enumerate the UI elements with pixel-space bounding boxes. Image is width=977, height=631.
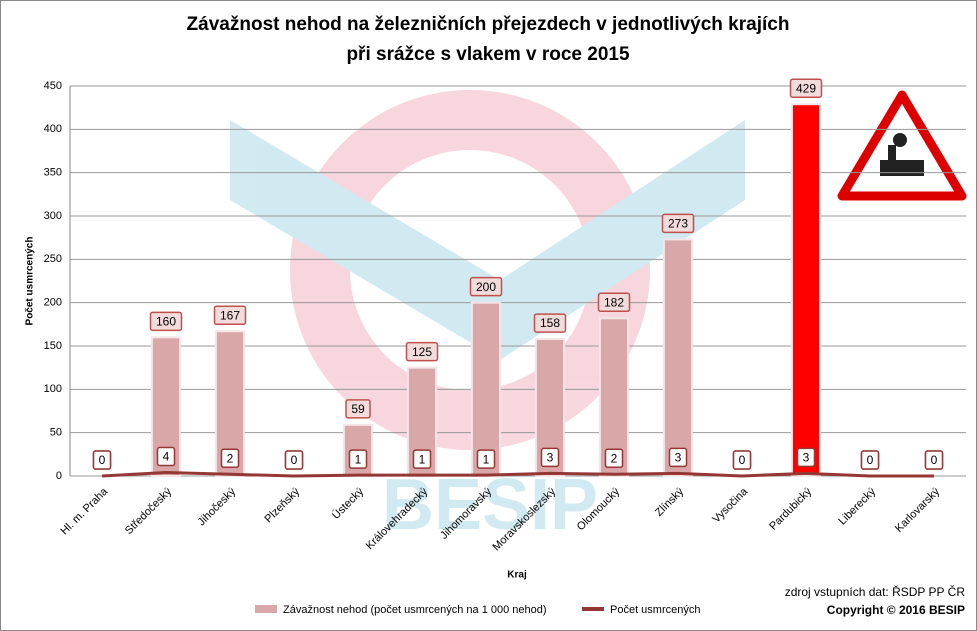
y-tick-label: 300 xyxy=(44,210,62,222)
data-label: 125 xyxy=(412,345,432,359)
line-label: 1 xyxy=(412,449,432,469)
data-label: 0 xyxy=(867,453,874,467)
bar-label: 200 xyxy=(469,276,503,297)
y-tick-label: 100 xyxy=(44,383,62,395)
y-tick-label: 450 xyxy=(44,80,62,92)
y-tick-label: 400 xyxy=(44,123,62,135)
bar xyxy=(662,238,694,477)
legend-label: Závažnost nehod (počet usmrcených na 1 0… xyxy=(283,604,547,616)
bar-label: 160 xyxy=(149,311,183,332)
data-label: 4 xyxy=(163,450,170,464)
line-label: 0 xyxy=(924,450,944,470)
copyright: Copyright © 2016 BESIP xyxy=(827,603,965,617)
line-label: 0 xyxy=(284,450,304,470)
data-label: 0 xyxy=(739,453,746,467)
bar-label: 273 xyxy=(661,213,695,234)
label-box xyxy=(540,447,560,468)
label-box xyxy=(156,446,176,467)
data-label: 182 xyxy=(604,295,624,309)
label-box xyxy=(860,450,880,470)
line-label: 3 xyxy=(796,447,816,468)
label-box xyxy=(597,292,631,313)
label-box xyxy=(661,213,695,234)
line-label: 4 xyxy=(156,446,176,467)
line-label: 2 xyxy=(220,448,240,469)
x-axis-label: Kraj xyxy=(507,570,527,581)
line xyxy=(101,471,934,478)
bar xyxy=(790,103,822,477)
data-label: 59 xyxy=(351,402,365,416)
y-tick-label: 50 xyxy=(50,427,62,439)
chart-title: při srážce s vlakem v roce 2015 xyxy=(346,44,630,65)
data-label: 167 xyxy=(220,308,240,322)
sign-locomotive xyxy=(880,160,924,176)
logo-ring xyxy=(290,90,650,450)
label-box xyxy=(405,341,439,362)
y-tick-label: 200 xyxy=(44,297,62,309)
label-box xyxy=(604,448,624,469)
line-label: 1 xyxy=(476,449,496,469)
data-label: 1 xyxy=(355,452,362,466)
bar-label: 158 xyxy=(533,313,567,333)
label-box xyxy=(796,447,816,468)
legend-swatch xyxy=(255,605,277,613)
data-label: 160 xyxy=(156,315,176,329)
line-label: 0 xyxy=(92,450,112,470)
label-box xyxy=(149,311,183,332)
label-box xyxy=(668,447,688,468)
label-box xyxy=(412,449,432,469)
y-tick-label: 250 xyxy=(44,253,62,265)
label-box xyxy=(789,78,823,98)
label-box xyxy=(348,449,368,469)
sign-smoke xyxy=(893,133,907,147)
data-label: 3 xyxy=(547,451,554,465)
label-box xyxy=(213,305,247,326)
line-label: 0 xyxy=(860,450,880,470)
label-box xyxy=(924,450,944,470)
label-box xyxy=(476,449,496,469)
label-box xyxy=(92,450,112,470)
warning-sign xyxy=(837,90,967,201)
data-label: 200 xyxy=(476,280,496,294)
watermark-text: BESIP xyxy=(382,465,598,545)
data-label: 0 xyxy=(99,453,106,467)
label-box xyxy=(732,450,752,470)
data-label: 3 xyxy=(675,451,682,465)
bar-label: 125 xyxy=(405,341,439,362)
source-note: zdroj vstupních dat: ŘSDP PP ČR xyxy=(785,584,966,599)
data-label: 2 xyxy=(227,451,234,465)
label-box xyxy=(284,450,304,470)
bar-label: 182 xyxy=(597,292,631,313)
label-box xyxy=(220,448,240,469)
data-label: 2 xyxy=(611,451,618,465)
legend-label: Počet usmrcených xyxy=(610,604,700,616)
line-label: 1 xyxy=(348,449,368,469)
data-label: 429 xyxy=(796,81,816,95)
bar-label: 59 xyxy=(345,399,371,419)
label-box xyxy=(469,276,503,297)
y-tick-label: 350 xyxy=(44,167,62,179)
data-label: 273 xyxy=(668,217,688,231)
data-label: 0 xyxy=(291,453,298,467)
label-box xyxy=(533,313,567,333)
y-axis-label: Počet usmrcených xyxy=(25,237,36,326)
line-label: 2 xyxy=(604,448,624,469)
bar-label: 167 xyxy=(213,305,247,326)
bar-label: 429 xyxy=(789,78,823,98)
data-label: 158 xyxy=(540,316,560,330)
line-label: 0 xyxy=(732,450,752,470)
line-label: 3 xyxy=(668,447,688,468)
chart-title: Závažnost nehod na železničních přejezde… xyxy=(187,14,790,35)
y-tick-label: 150 xyxy=(44,340,62,352)
label-box xyxy=(345,399,371,419)
y-tick-label: 0 xyxy=(56,470,62,482)
line-label: 3 xyxy=(540,447,560,468)
data-label: 3 xyxy=(803,451,810,465)
data-label: 0 xyxy=(931,453,938,467)
sign-chimney xyxy=(888,145,896,161)
data-label: 1 xyxy=(483,452,490,466)
data-label: 1 xyxy=(419,452,426,466)
